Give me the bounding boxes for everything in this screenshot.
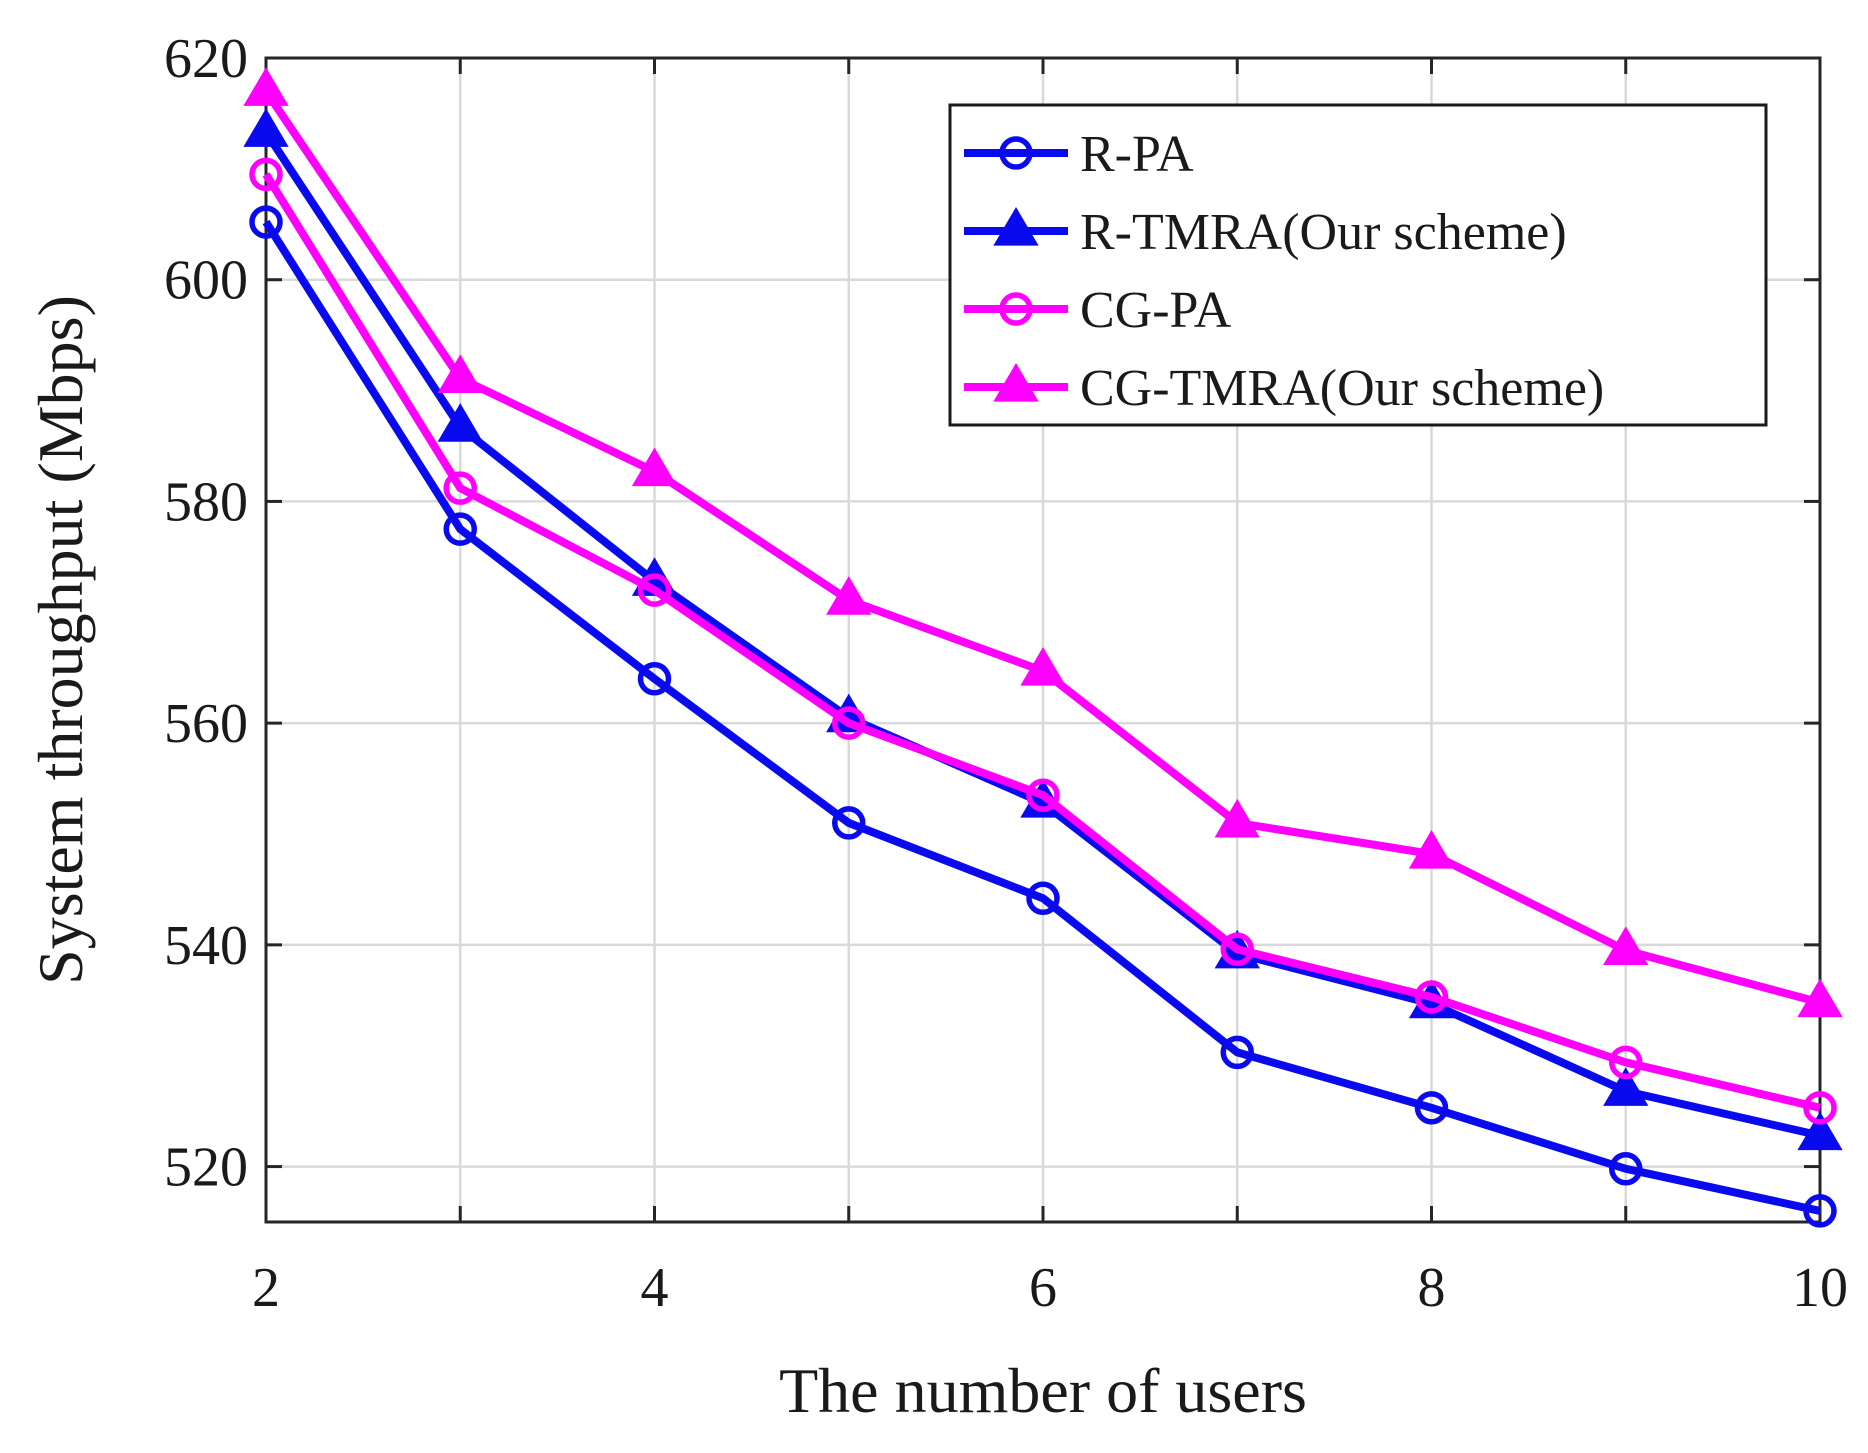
data-point-marker [1603, 1067, 1649, 1106]
data-point-marker [243, 108, 289, 147]
series-line [262, 219, 1821, 1215]
data-point-marker [1220, 932, 1254, 967]
x-axis-title: The number of users [779, 1355, 1307, 1426]
data-point-marker [631, 447, 678, 487]
data-point-marker [1609, 1152, 1643, 1186]
y-tick-label: 520 [164, 1137, 248, 1199]
x-tick-label: 2 [252, 1257, 280, 1319]
data-point-marker [637, 662, 672, 696]
data-point-marker [1026, 778, 1060, 812]
series-line [262, 172, 1821, 1112]
y-tick-label: 560 [164, 693, 248, 755]
data-point-marker [249, 157, 283, 192]
legend: R-PA R-TMRA(Our scheme) CG-PA CG-TMRA(Our s… [948, 103, 1768, 427]
series-cg-tmra-our-scheme [243, 67, 1843, 1018]
legend-marker [999, 292, 1033, 326]
series-cg-pa [249, 157, 1837, 1125]
axes-layer [264, 56, 1822, 1224]
y-tick-label: 620 [164, 28, 248, 90]
legend-label: R-TMRA(Our scheme) [1080, 204, 1567, 261]
legend-label: CG-PA [1080, 282, 1232, 339]
legend-item: R-TMRA(Our scheme) [964, 204, 1567, 261]
data-point-marker [832, 806, 866, 840]
x-tick-label: 4 [641, 1257, 669, 1319]
legend-item: CG-PA [964, 282, 1232, 339]
data-point-marker [832, 706, 866, 740]
data-point-marker [1414, 1091, 1449, 1125]
data-point-marker [1797, 978, 1843, 1018]
data-point-marker [443, 471, 477, 505]
legend-item: R-PA [964, 126, 1194, 183]
legend-marker [999, 136, 1033, 170]
series-layer [243, 67, 1843, 1228]
data-point-marker [443, 512, 477, 546]
data-point-marker [437, 403, 483, 442]
legend-box [948, 103, 1768, 427]
x-tick-label: 10 [1792, 1257, 1848, 1319]
data-point-marker [1609, 1045, 1643, 1080]
data-point-marker [1020, 647, 1066, 686]
series-r-pa [249, 205, 1837, 1228]
legend-marker [993, 363, 1039, 402]
data-point-marker [637, 573, 672, 607]
y-tick-label: 600 [164, 250, 248, 312]
labels-layer: The number of users System throughput (M… [25, 28, 1848, 1426]
data-point-marker [826, 576, 872, 615]
legend-label: R-PA [1080, 126, 1194, 183]
data-point-marker [243, 67, 289, 106]
y-axis-title: System throughput (Mbps) [25, 295, 96, 985]
x-tick-label: 6 [1029, 1257, 1057, 1319]
data-point-marker [1408, 829, 1455, 869]
data-point-marker [1803, 1194, 1837, 1228]
data-point-marker [1803, 1091, 1837, 1125]
y-tick-label: 580 [164, 471, 248, 533]
data-point-marker [437, 354, 483, 394]
data-point-marker [1603, 926, 1649, 966]
data-point-marker [1026, 881, 1060, 916]
data-point-marker [249, 205, 283, 239]
legend-item: CG-TMRA(Our scheme) [964, 360, 1604, 417]
legend-label: CG-TMRA(Our scheme) [1080, 360, 1604, 417]
legend-marker [993, 207, 1039, 246]
y-tick-label: 540 [164, 915, 248, 977]
data-point-marker [1414, 980, 1449, 1014]
x-tick-label: 8 [1418, 1257, 1446, 1319]
data-point-marker [1797, 1111, 1843, 1151]
data-point-marker [1220, 1035, 1254, 1070]
data-point-marker [1214, 798, 1260, 838]
